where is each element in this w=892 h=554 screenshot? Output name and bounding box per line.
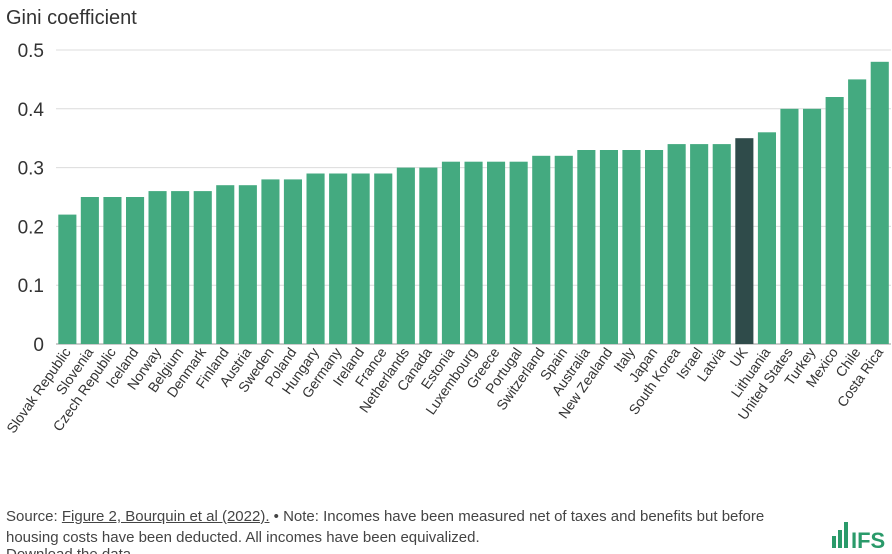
bar-costa-rica <box>870 61 889 345</box>
download-link[interactable]: Download the data <box>6 544 131 554</box>
bar-austria <box>238 185 257 344</box>
bar-czech-republic <box>103 197 122 344</box>
bar-switzerland <box>532 155 551 344</box>
bar-iceland <box>126 197 145 344</box>
bar-south-korea <box>667 144 686 344</box>
bar-france <box>374 173 393 344</box>
bar-united-states <box>780 108 799 344</box>
bar-portugal <box>509 161 528 344</box>
bar-germany <box>329 173 348 344</box>
source-link[interactable]: Figure 2, Bourquin et al (2022). <box>61 508 270 525</box>
y-tick-label: 0.1 <box>18 276 44 297</box>
bar-chile <box>848 79 867 345</box>
bar-mexico <box>825 97 844 344</box>
bar-denmark <box>193 191 212 344</box>
bar-estonia <box>441 161 460 344</box>
note-text: • Note: Incomes have been measured net o… <box>6 508 765 546</box>
bar-turkey <box>803 108 822 344</box>
bar-italy <box>622 150 641 344</box>
bar-lithuania <box>757 132 776 344</box>
bar-belgium <box>171 191 190 344</box>
bar-chart-icon <box>832 522 848 548</box>
bar-australia <box>577 150 596 344</box>
bar-canada <box>419 167 438 344</box>
bar-hungary <box>306 173 325 344</box>
y-axis-ticks: 0 0.1 0.2 0.3 0.4 0.5 <box>18 41 45 356</box>
bar-uk <box>735 138 754 344</box>
bar-greece <box>487 161 506 344</box>
source-note: Source: Figure 2, Bourquin et al (2022).… <box>6 506 806 548</box>
logo-text: IFS <box>851 528 885 550</box>
y-tick-label: 0.3 <box>18 159 44 180</box>
gini-bar-chart: Gini coefficient 0 0.1 0.2 0.3 0.4 0.5 Slovak… <box>3 7 891 436</box>
y-tick-label: 0.5 <box>18 41 44 62</box>
y-tick-label: 0.4 <box>18 100 45 121</box>
bar-slovak-republic <box>58 214 77 344</box>
bars <box>58 61 889 345</box>
bar-poland <box>283 179 302 344</box>
y-tick-label: 0 <box>33 335 44 356</box>
ifs-logo: IFS <box>832 522 885 550</box>
bar-luxembourg <box>464 161 483 344</box>
source-label: Source: <box>6 508 62 525</box>
bar-new-zealand <box>599 150 618 344</box>
bar-japan <box>645 150 664 344</box>
bar-slovenia <box>80 197 99 344</box>
y-tick-label: 0.2 <box>18 217 44 238</box>
bar-norway <box>148 191 167 344</box>
y-axis-title: Gini coefficient <box>6 7 137 29</box>
bar-israel <box>690 144 709 344</box>
bar-ireland <box>351 173 370 344</box>
bar-sweden <box>261 179 280 344</box>
bar-netherlands <box>396 167 415 344</box>
bar-spain <box>554 155 573 344</box>
bar-finland <box>216 185 235 344</box>
bar-latvia <box>712 144 731 344</box>
